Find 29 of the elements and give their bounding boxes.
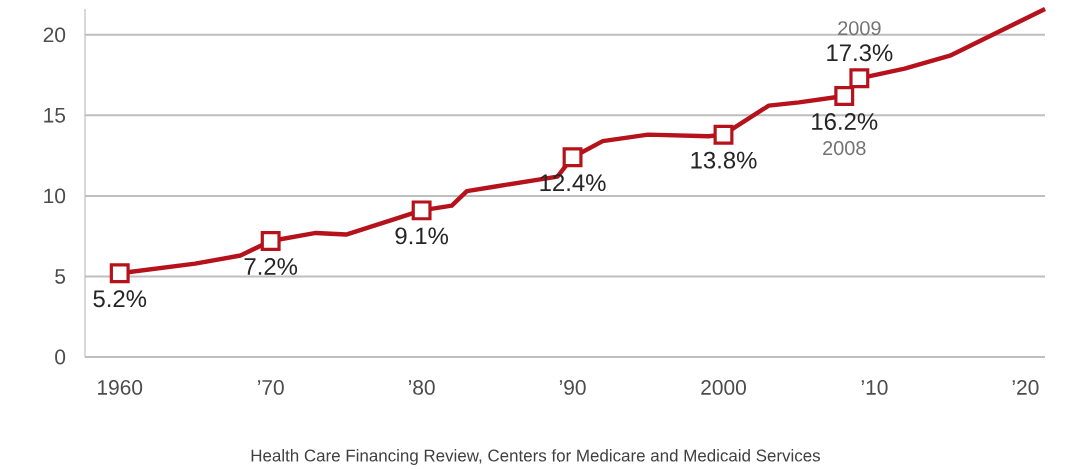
data-label: 16.2% — [812, 113, 878, 130]
data-label: 13.8% — [691, 151, 757, 169]
data-label: 7.2% — [244, 258, 298, 275]
point — [411, 200, 432, 221]
point — [713, 124, 734, 145]
y-tick-label: 10 — [44, 188, 66, 204]
data-label: 12.4% — [540, 174, 606, 192]
x-tick-label: ’10 — [861, 380, 888, 395]
annotation: 2008 — [823, 141, 866, 156]
point — [109, 263, 130, 284]
y-tick-label: 20 — [43, 27, 66, 43]
x-tick-label: ’20 — [1012, 380, 1039, 395]
point — [562, 147, 583, 168]
x-tick-label: 2000 — [701, 380, 746, 395]
x-tick-label: ’80 — [408, 380, 435, 395]
y-tick-label: 0 — [55, 349, 66, 365]
y-tick-label: 15 — [44, 108, 66, 123]
x-tick-label: 1960 — [98, 380, 143, 395]
y-tick-label: 5 — [55, 269, 66, 284]
data-label: 9.1% — [395, 227, 448, 245]
text: Health Care Financing Review, Centers for Medicare and Medicaid Services — [251, 449, 820, 465]
data-label: 17.3% — [827, 44, 893, 62]
annotation: 2009 — [838, 21, 881, 36]
x-tick-label: ’70 — [257, 380, 284, 395]
point — [260, 231, 281, 251]
point — [834, 86, 855, 106]
point — [849, 68, 870, 89]
x-tick-label: ’90 — [559, 380, 586, 395]
data-label: 5.2% — [93, 290, 147, 308]
